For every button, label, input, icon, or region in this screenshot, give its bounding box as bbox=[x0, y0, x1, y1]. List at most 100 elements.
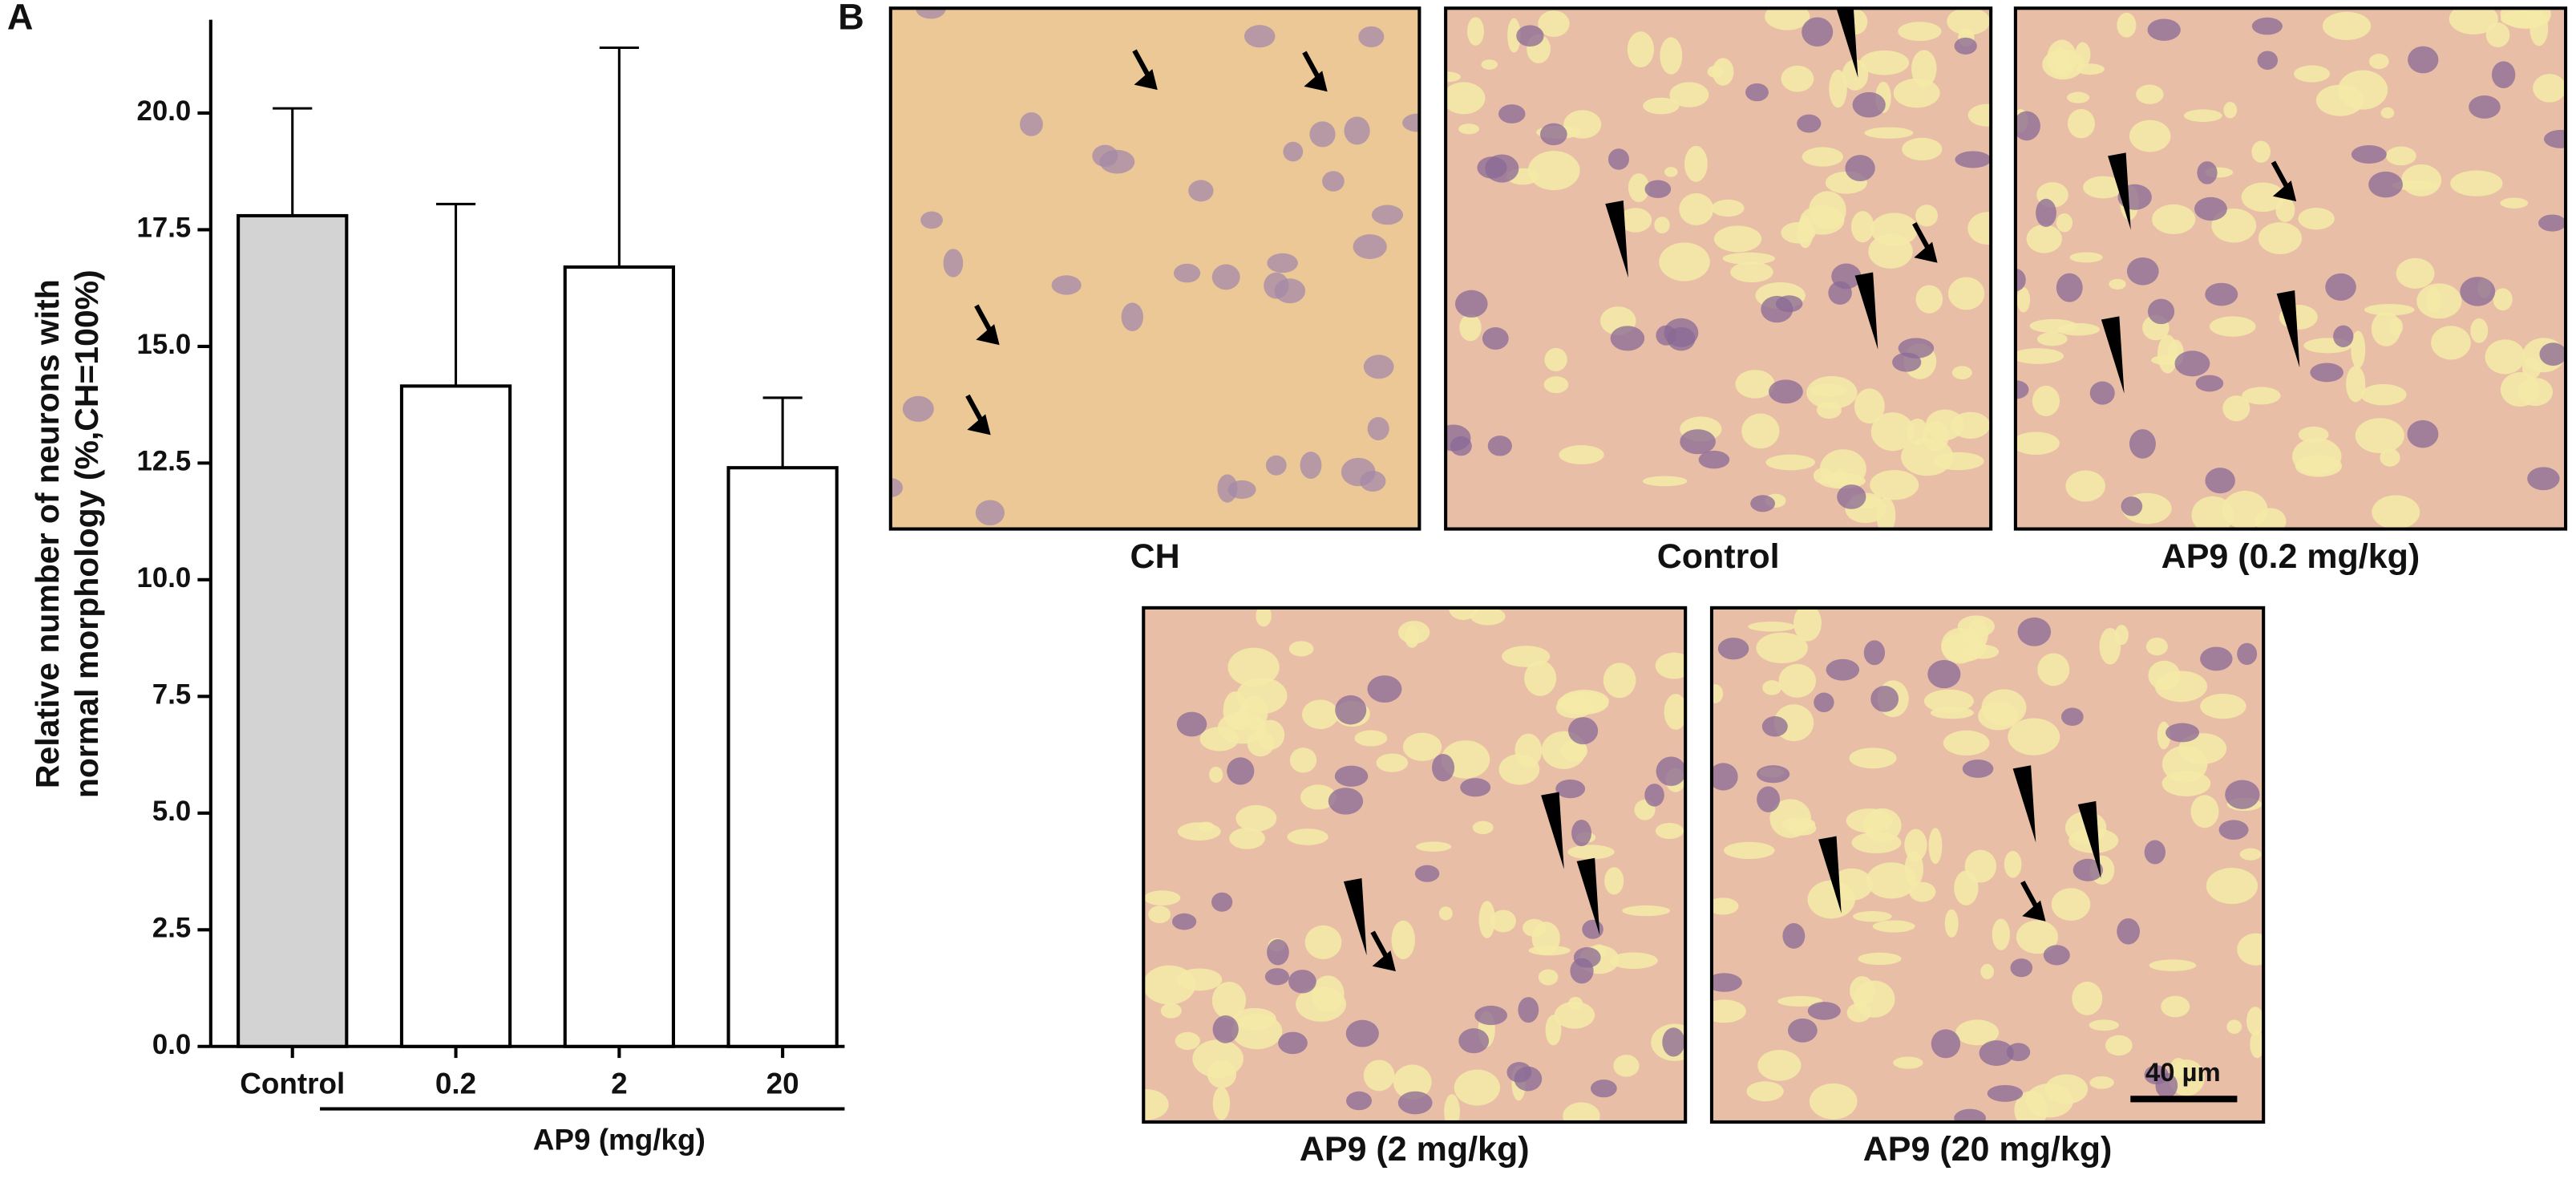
vacuole bbox=[1870, 412, 1915, 452]
arrowhead bbox=[1541, 792, 1564, 869]
vacuole bbox=[1470, 607, 1506, 626]
vacuole bbox=[1527, 151, 1580, 191]
vacuole bbox=[2072, 981, 2103, 1015]
vacuole bbox=[1627, 31, 1655, 68]
cell bbox=[2197, 161, 2218, 184]
vacuole bbox=[1864, 127, 1914, 139]
micrograph-bg bbox=[890, 8, 1420, 529]
vacuole bbox=[1923, 689, 1974, 713]
vacuole bbox=[2239, 848, 2262, 861]
vacuole bbox=[1458, 124, 1480, 135]
vacuole bbox=[1490, 909, 1517, 933]
vacuole bbox=[1467, 17, 1485, 46]
micrograph-caption: AP9 (0.2 mg/kg) bbox=[2161, 537, 2420, 576]
cell bbox=[2073, 858, 2104, 881]
vacuole bbox=[1143, 890, 1181, 906]
cell bbox=[1446, 424, 1471, 452]
cell bbox=[1962, 760, 1994, 778]
vacuole bbox=[1757, 1050, 1802, 1081]
vacuole bbox=[1402, 732, 1442, 761]
vacuole bbox=[1868, 234, 1913, 269]
cell bbox=[2117, 918, 2140, 945]
vacuole bbox=[2292, 438, 2342, 476]
vacuole bbox=[1507, 18, 1521, 53]
cell bbox=[2147, 18, 2181, 41]
vacuole bbox=[1807, 880, 1855, 919]
vacuole bbox=[1654, 217, 1670, 234]
cell bbox=[2015, 111, 2040, 141]
vacuole bbox=[1609, 952, 1658, 970]
cell bbox=[2237, 642, 2258, 666]
vacuole bbox=[1363, 1059, 1395, 1092]
vacuole bbox=[2129, 120, 2171, 152]
cell bbox=[1397, 1091, 1433, 1115]
vacuole bbox=[2037, 653, 2070, 687]
cell bbox=[1211, 264, 1240, 290]
vacuole bbox=[1707, 65, 1724, 79]
vacuole bbox=[1859, 50, 1910, 75]
vacuole bbox=[1143, 1088, 1169, 1120]
cell bbox=[1814, 692, 1834, 713]
vacuole bbox=[1911, 50, 1937, 87]
cell bbox=[1121, 302, 1144, 332]
vacuole bbox=[1810, 383, 1847, 397]
vacuole bbox=[1438, 906, 1453, 921]
cell bbox=[2195, 375, 2224, 392]
vacuole bbox=[2529, 10, 2549, 47]
cell bbox=[1498, 104, 1526, 124]
scale-bar-label: 40 µm bbox=[2145, 1057, 2221, 1087]
vacuole bbox=[1256, 607, 1272, 627]
cell bbox=[1845, 155, 1875, 182]
vacuole bbox=[1907, 418, 1928, 445]
cell bbox=[1826, 658, 1860, 681]
cell bbox=[2174, 350, 2210, 377]
cell bbox=[1176, 711, 1207, 737]
cell bbox=[1757, 786, 1781, 812]
vacuole bbox=[2226, 1019, 2242, 1034]
cell bbox=[2205, 468, 2235, 494]
vacuole bbox=[1902, 137, 1943, 161]
vacuole bbox=[2368, 53, 2389, 70]
vacuole bbox=[1893, 78, 1940, 108]
cell bbox=[1458, 1028, 1490, 1054]
micrograph bbox=[2015, 8, 2566, 529]
vacuole bbox=[1563, 110, 1602, 139]
y-axis-label: Relative number of neurons with bbox=[29, 279, 66, 788]
bar bbox=[237, 213, 349, 1048]
cell bbox=[1358, 26, 1385, 47]
cell bbox=[1756, 765, 1790, 784]
cell bbox=[1745, 83, 1769, 102]
vacuole bbox=[2485, 22, 2510, 47]
vacuole bbox=[2372, 495, 2420, 529]
vacuole bbox=[1393, 1064, 1432, 1100]
y-tick-label: 12.5 bbox=[136, 446, 191, 477]
cell bbox=[2310, 363, 2343, 383]
vacuole bbox=[2047, 39, 2077, 78]
vacuole bbox=[1954, 870, 1979, 905]
cell bbox=[1092, 144, 1118, 168]
vacuole bbox=[1765, 8, 1810, 30]
vacuole bbox=[2385, 146, 2416, 166]
vacuole bbox=[2036, 332, 2068, 346]
cell bbox=[1761, 716, 1788, 737]
cell bbox=[1288, 970, 1316, 994]
cell bbox=[1345, 1019, 1379, 1047]
cell bbox=[1367, 417, 1389, 440]
cell bbox=[2121, 496, 2143, 517]
cell bbox=[1775, 295, 1803, 313]
vacuole bbox=[1724, 841, 1775, 860]
x-tick-label: 20 bbox=[766, 1067, 799, 1100]
cell bbox=[1353, 234, 1387, 259]
arrowhead bbox=[2077, 800, 2101, 879]
vacuole bbox=[1992, 918, 2011, 950]
vacuole bbox=[1300, 784, 1337, 810]
vacuole bbox=[1730, 261, 1773, 283]
vacuole bbox=[2533, 74, 2566, 103]
cell bbox=[1346, 1091, 1373, 1111]
cell bbox=[1954, 1108, 1986, 1122]
vacuole bbox=[1684, 145, 1708, 182]
arrowhead bbox=[2101, 316, 2125, 394]
vacuole bbox=[1930, 707, 1974, 719]
cell bbox=[1610, 326, 1645, 351]
vacuole bbox=[1619, 208, 1652, 233]
